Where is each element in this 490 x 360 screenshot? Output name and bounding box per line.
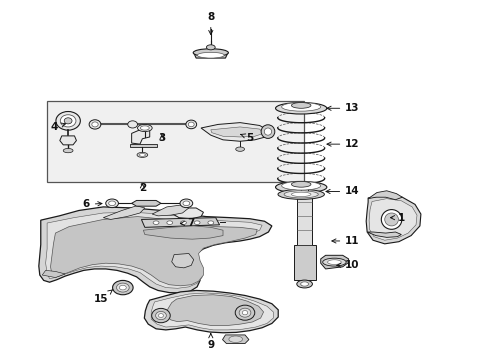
Text: 15: 15 [94, 289, 113, 304]
Ellipse shape [183, 201, 190, 206]
Ellipse shape [120, 285, 126, 290]
Polygon shape [172, 208, 203, 219]
Polygon shape [201, 123, 269, 141]
Ellipse shape [292, 103, 311, 108]
Ellipse shape [278, 189, 324, 199]
Text: 5: 5 [241, 133, 253, 143]
Polygon shape [321, 255, 348, 269]
Ellipse shape [301, 282, 309, 286]
Text: 9: 9 [207, 334, 214, 350]
Polygon shape [151, 293, 273, 330]
Ellipse shape [156, 311, 166, 320]
Polygon shape [222, 335, 249, 343]
Ellipse shape [56, 112, 80, 130]
Ellipse shape [385, 213, 398, 226]
Polygon shape [152, 205, 189, 216]
Ellipse shape [282, 181, 321, 190]
Ellipse shape [206, 45, 215, 50]
Ellipse shape [381, 210, 402, 229]
Polygon shape [42, 270, 65, 278]
Ellipse shape [117, 283, 129, 292]
Ellipse shape [109, 201, 116, 206]
Ellipse shape [64, 118, 72, 124]
Ellipse shape [153, 221, 159, 225]
Ellipse shape [152, 309, 170, 323]
Ellipse shape [284, 191, 318, 198]
Ellipse shape [128, 121, 138, 128]
Text: 1: 1 [391, 213, 405, 222]
Polygon shape [132, 201, 161, 206]
Ellipse shape [194, 221, 200, 225]
Polygon shape [103, 206, 145, 220]
Ellipse shape [193, 49, 228, 57]
Ellipse shape [275, 103, 327, 114]
Ellipse shape [297, 280, 313, 288]
Ellipse shape [92, 122, 98, 127]
Bar [297, 194, 313, 252]
Text: 8: 8 [207, 12, 215, 35]
Ellipse shape [106, 199, 119, 208]
Text: 2: 2 [139, 183, 146, 193]
Ellipse shape [140, 153, 146, 156]
Bar [301, 184, 308, 194]
Ellipse shape [60, 115, 76, 127]
Polygon shape [60, 136, 76, 145]
Ellipse shape [282, 103, 321, 111]
Polygon shape [194, 53, 228, 58]
Text: 7: 7 [180, 218, 195, 228]
Ellipse shape [167, 221, 172, 225]
Ellipse shape [323, 258, 346, 266]
Ellipse shape [239, 308, 251, 317]
Polygon shape [46, 212, 262, 288]
Polygon shape [144, 226, 223, 239]
Polygon shape [145, 291, 278, 333]
Bar [294, 244, 316, 280]
Text: 12: 12 [327, 139, 360, 149]
Ellipse shape [186, 120, 196, 129]
Polygon shape [50, 217, 257, 286]
Ellipse shape [243, 311, 247, 315]
Text: 6: 6 [83, 199, 102, 210]
Text: 13: 13 [327, 103, 360, 113]
Polygon shape [172, 253, 194, 268]
Text: 10: 10 [337, 260, 360, 270]
Polygon shape [39, 207, 272, 293]
Ellipse shape [197, 52, 224, 58]
Ellipse shape [208, 221, 214, 225]
Ellipse shape [141, 126, 149, 130]
Text: 11: 11 [332, 236, 360, 246]
Ellipse shape [292, 192, 311, 197]
Polygon shape [367, 232, 401, 237]
Ellipse shape [229, 336, 243, 342]
Ellipse shape [63, 148, 73, 153]
Ellipse shape [137, 152, 148, 157]
Ellipse shape [261, 125, 275, 138]
Ellipse shape [328, 260, 341, 265]
Text: 14: 14 [326, 186, 360, 197]
Text: 4: 4 [51, 122, 66, 132]
Ellipse shape [236, 147, 245, 151]
Ellipse shape [89, 120, 101, 129]
Ellipse shape [264, 128, 271, 135]
Ellipse shape [188, 122, 194, 127]
Polygon shape [369, 199, 417, 240]
Polygon shape [368, 191, 402, 200]
Ellipse shape [275, 181, 327, 193]
Polygon shape [142, 218, 220, 227]
Polygon shape [366, 195, 421, 244]
Polygon shape [211, 127, 264, 137]
Ellipse shape [180, 221, 186, 225]
Polygon shape [167, 295, 264, 325]
Bar [47, 101, 304, 182]
Polygon shape [130, 144, 157, 147]
Ellipse shape [138, 125, 152, 132]
Text: 3: 3 [158, 133, 166, 143]
Ellipse shape [159, 314, 163, 318]
Polygon shape [132, 130, 150, 144]
Ellipse shape [180, 199, 193, 208]
Ellipse shape [235, 305, 255, 320]
Ellipse shape [113, 280, 133, 295]
Ellipse shape [292, 181, 311, 187]
